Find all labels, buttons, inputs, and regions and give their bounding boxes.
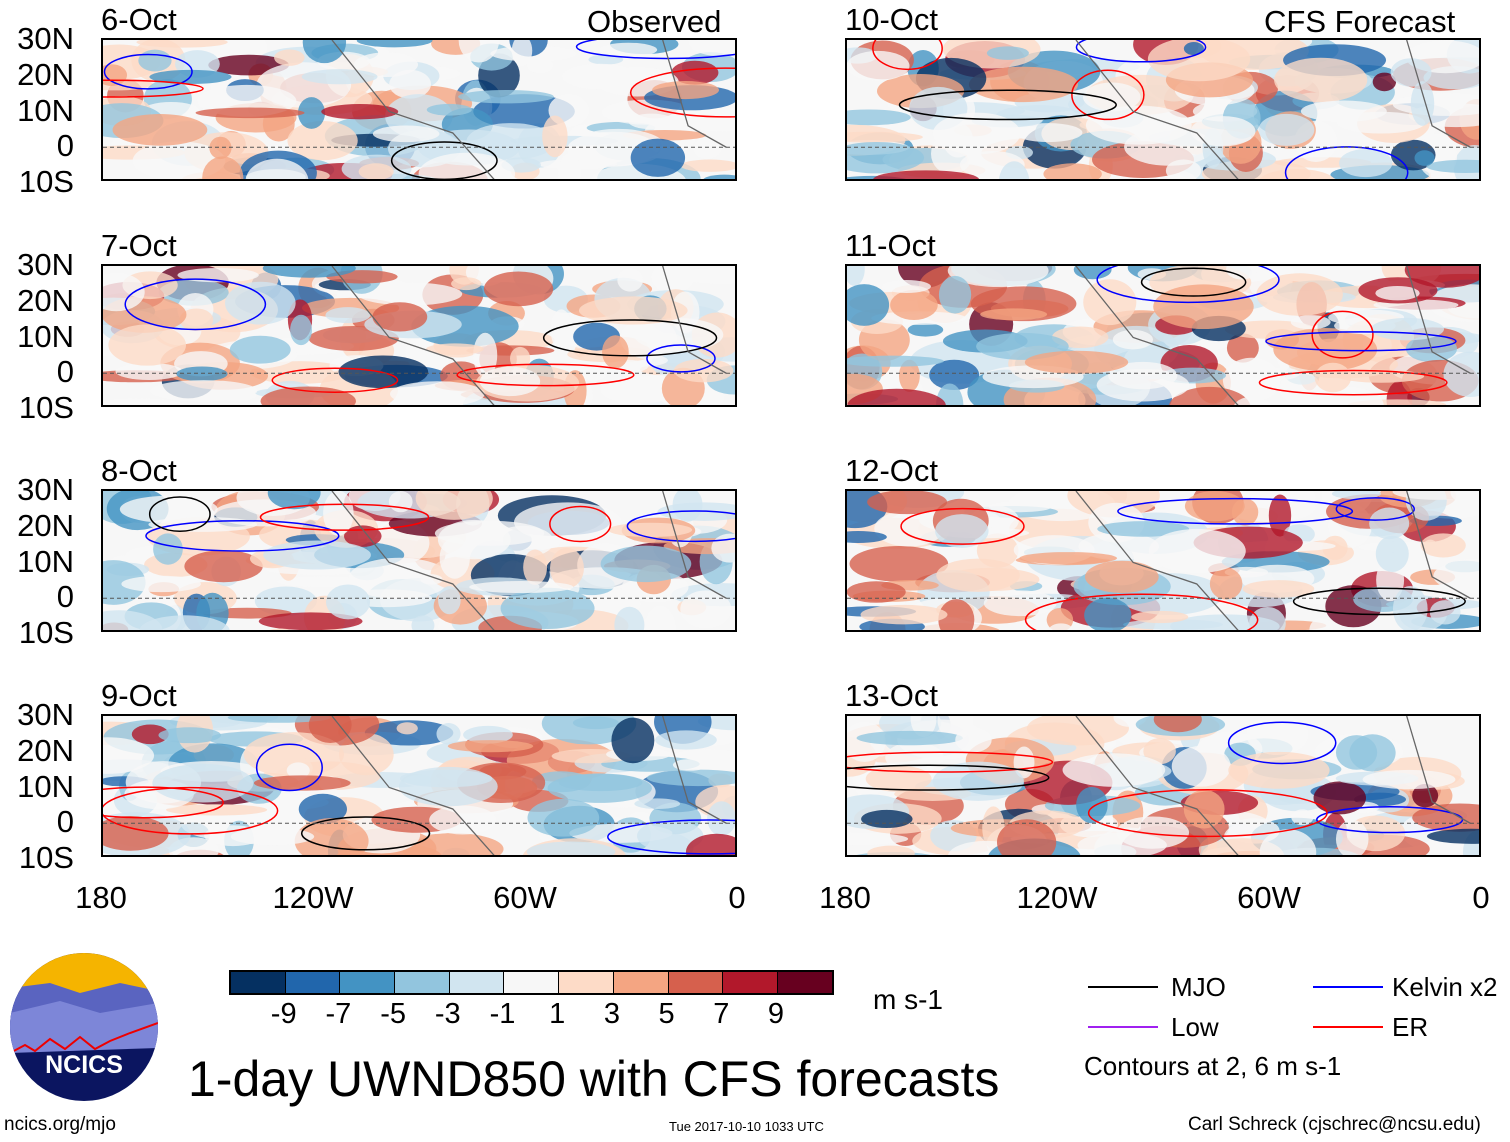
colorbar-swatch bbox=[395, 972, 450, 993]
colorbar-label: -1 bbox=[489, 998, 516, 1030]
lat-label: 0 bbox=[56, 128, 74, 164]
panel-date: 7-Oct bbox=[101, 228, 177, 263]
lon-label: 180 bbox=[75, 880, 127, 915]
footer-url: ncics.org/mjo bbox=[4, 1114, 116, 1135]
legend-er-label: ER bbox=[1392, 1012, 1429, 1042]
map-panel bbox=[845, 38, 1481, 181]
panel-date: 11-Oct bbox=[845, 228, 936, 263]
lat-label: 10N bbox=[17, 92, 74, 128]
lon-label: 120W bbox=[272, 880, 354, 915]
legend-mjo-line bbox=[1088, 986, 1158, 988]
colorbar-label: -7 bbox=[325, 998, 352, 1030]
legend-low-line bbox=[1088, 1026, 1158, 1028]
lat-label: 10N bbox=[17, 543, 74, 579]
colorbar-swatch bbox=[231, 972, 286, 993]
colorbar-label: 7 bbox=[713, 998, 730, 1030]
lat-label: 10N bbox=[17, 318, 74, 354]
lon-label: 60W bbox=[1237, 880, 1301, 915]
map-panel bbox=[101, 714, 737, 857]
colorbar bbox=[229, 970, 834, 995]
lat-label: 30N bbox=[17, 697, 74, 732]
colorbar-label: 9 bbox=[767, 998, 785, 1030]
colorbar-swatch bbox=[340, 972, 396, 993]
map-panel bbox=[845, 714, 1481, 857]
legend-kelvin-line bbox=[1313, 986, 1383, 988]
lon-label: 120W bbox=[1016, 880, 1098, 915]
panel-date: 12-Oct bbox=[845, 453, 939, 488]
lat-label: 10S bbox=[18, 840, 74, 875]
lat-label: 10N bbox=[17, 768, 74, 804]
lon-label: 180 bbox=[819, 880, 871, 915]
panel-date: 9-Oct bbox=[101, 678, 177, 713]
colorbar-swatch bbox=[285, 972, 341, 993]
lon-label: 0 bbox=[1472, 880, 1490, 915]
colorbar-label: -9 bbox=[270, 998, 297, 1030]
header-observed: Observed bbox=[587, 4, 722, 39]
colorbar-swatch bbox=[504, 972, 560, 993]
map-panel bbox=[845, 489, 1481, 632]
figure-title: 1-day UWND850 with CFS forecasts bbox=[188, 1051, 1000, 1107]
footer-timestamp: Tue 2017-10-10 1033 UTC bbox=[669, 1119, 824, 1134]
panel-date: 10-Oct bbox=[845, 2, 939, 37]
lat-label: 0 bbox=[56, 579, 74, 615]
lat-label: 10S bbox=[18, 390, 74, 425]
legend-kelvin-label: Kelvin x2 bbox=[1392, 972, 1498, 1002]
header-forecast: CFS Forecast bbox=[1264, 4, 1456, 39]
lat-label: 10S bbox=[18, 164, 74, 199]
panel-date: 8-Oct bbox=[101, 453, 177, 488]
lat-label: 20N bbox=[17, 56, 74, 92]
legend-mjo-label: MJO bbox=[1171, 972, 1226, 1002]
colorbar-swatch bbox=[559, 972, 614, 993]
ncics-logo: NCICS bbox=[10, 953, 158, 1101]
lat-label: 20N bbox=[17, 507, 74, 543]
lat-label: 0 bbox=[56, 804, 74, 840]
lat-label: 30N bbox=[17, 21, 74, 56]
colorbar-swatch bbox=[723, 972, 778, 993]
colorbar-swatch bbox=[613, 972, 669, 993]
panel-date: 13-Oct bbox=[845, 678, 939, 713]
map-panel bbox=[101, 38, 737, 181]
lon-label: 0 bbox=[728, 880, 746, 915]
lon-label: 60W bbox=[493, 880, 557, 915]
colorbar-units: m s-1 bbox=[873, 984, 943, 1015]
lat-label: 20N bbox=[17, 732, 74, 768]
map-panel bbox=[101, 264, 737, 407]
lat-label: 30N bbox=[17, 247, 74, 282]
lat-label: 30N bbox=[17, 472, 74, 507]
colorbar-swatch bbox=[668, 972, 724, 993]
colorbar-label: -3 bbox=[434, 998, 461, 1030]
legend-er-line bbox=[1313, 1026, 1383, 1028]
colorbar-label: 5 bbox=[658, 998, 675, 1030]
map-panel bbox=[845, 264, 1481, 407]
logo-text: NCICS bbox=[45, 1051, 123, 1079]
lat-label: 10S bbox=[18, 615, 74, 650]
lat-label: 20N bbox=[17, 282, 74, 318]
legend-note: Contours at 2, 6 m s-1 bbox=[1084, 1051, 1342, 1081]
colorbar-label: -5 bbox=[380, 998, 406, 1030]
colorbar-label: 3 bbox=[603, 998, 620, 1030]
colorbar-label: 1 bbox=[549, 998, 566, 1030]
map-panel bbox=[101, 489, 737, 632]
footer-credit: Carl Schreck (cjschrec@ncsu.edu) bbox=[1188, 1114, 1481, 1135]
colorbar-swatch bbox=[449, 972, 505, 993]
legend-low-label: Low bbox=[1171, 1012, 1219, 1042]
lat-label: 0 bbox=[56, 354, 74, 390]
panel-date: 6-Oct bbox=[101, 2, 177, 37]
colorbar-swatch bbox=[777, 972, 832, 993]
